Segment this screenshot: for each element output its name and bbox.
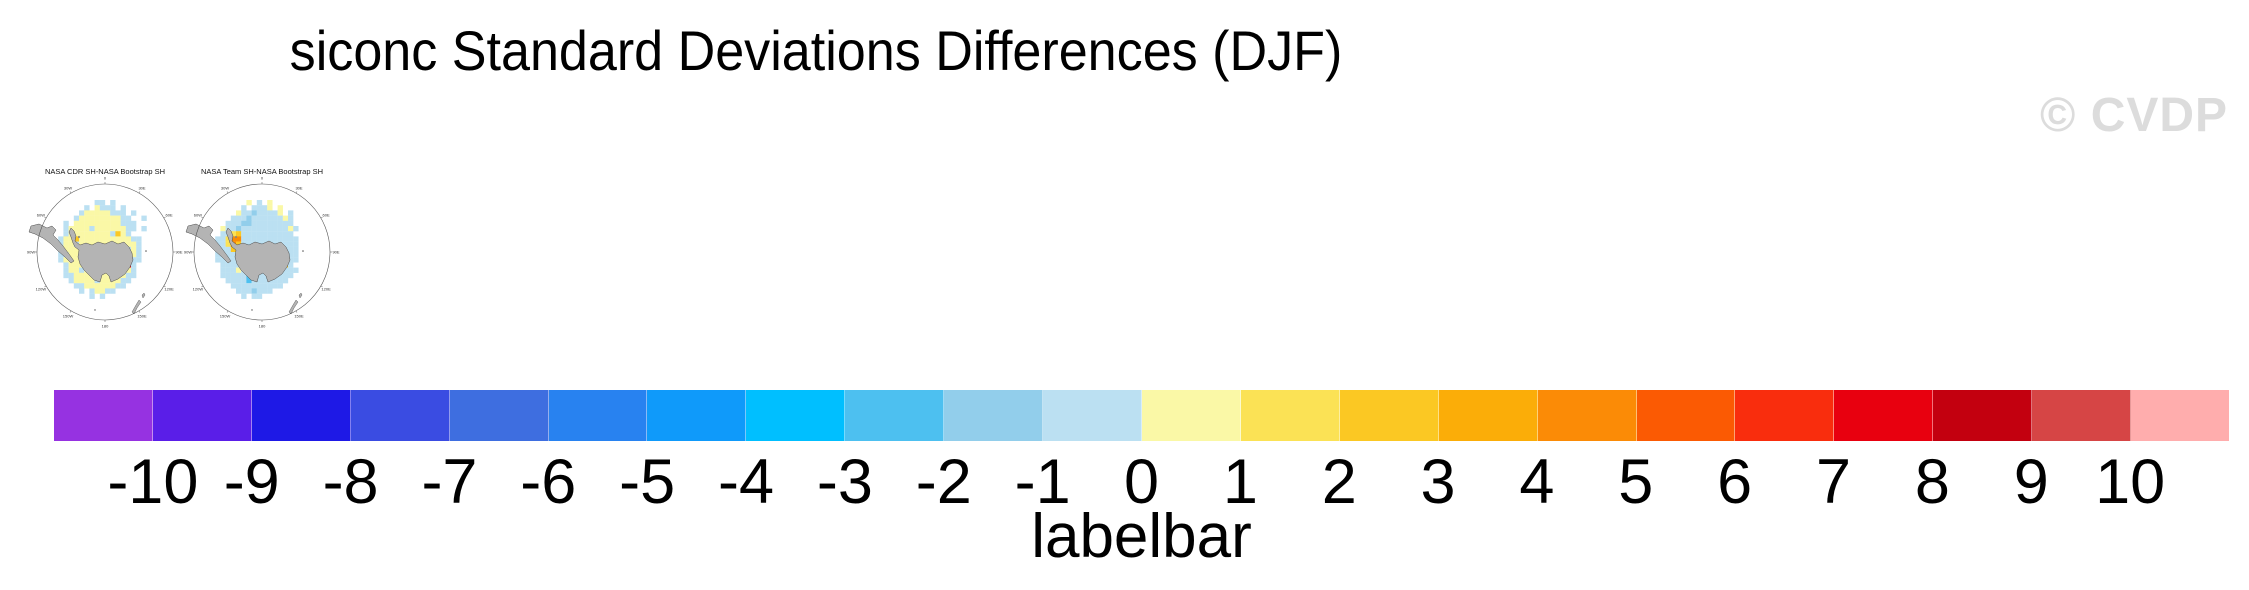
colorbar-tick-label: 8 (1914, 447, 1950, 517)
colorbar-tick-label: -2 (915, 447, 972, 517)
colorbar-segment (1735, 390, 1835, 441)
colorbar-segment (647, 390, 747, 441)
colorbar-tick-label: 4 (1519, 447, 1555, 517)
colorbar-segment (2032, 390, 2132, 441)
colorbar-tick-label: 10 (2095, 447, 2166, 517)
colorbar-segment (746, 390, 846, 441)
colorbar-tick-label: 9 (2013, 447, 2049, 517)
colorbar-tick-label: -10 (107, 447, 199, 517)
lon-label: 30W (221, 185, 229, 190)
colorbar-tick-label: 0 (1123, 447, 1160, 517)
colorbar-tick-label: 3 (1420, 447, 1456, 517)
lon-label: 150W (63, 314, 74, 319)
south-america-landmass (28, 223, 75, 264)
map-title: NASA Team SH-NASA Bootstrap SH (201, 167, 323, 176)
maps-panel: 0 30E 60E 90E 120E 150E 180 150W 120W 90W 60W 30W NA… (0, 0, 400, 340)
antarctica-landmass (68, 227, 134, 283)
map-title: NASA CDR SH-NASA Bootstrap SH (45, 167, 165, 176)
colorbar-segment (2131, 390, 2229, 441)
colorbar-segment (1339, 390, 1439, 441)
colorbar-segment (1537, 390, 1637, 441)
colorbar-segment (1043, 390, 1142, 441)
colorbar-segment (1240, 390, 1340, 441)
lon-label: 60W (194, 212, 202, 217)
colorbar-segment (944, 390, 1044, 441)
colorbar-segment (152, 390, 252, 441)
page-title: siconc Standard Deviations Differences (… (289, 19, 1343, 82)
lon-label: 30E (138, 185, 145, 190)
colorbar-tick-label: -1 (1014, 447, 1071, 517)
islands-landmass (131, 292, 146, 315)
lon-label: 0 (261, 175, 264, 180)
colorbar-segment (449, 390, 549, 441)
colorbar-tick-label: 6 (1717, 447, 1753, 517)
lon-label: 120E (164, 286, 174, 291)
lon-label: 150E (137, 314, 147, 319)
colorbar-tick-label: -8 (322, 447, 379, 517)
colorbar-segment (54, 390, 153, 441)
lon-label: 120W (36, 286, 47, 291)
colorbar-segment (1438, 390, 1538, 441)
colorbar-tick-label: -3 (816, 447, 873, 517)
colorbar-segment (1141, 390, 1241, 441)
colorbar-ticks: -10 -9 -8 -7 -6 -5 -4 -3 -2 -1 0 1 2 3 4 5 6 7 8 9 10 (54, 451, 2229, 514)
lon-label: 0 (104, 175, 107, 180)
difference-map: 0 30E 60E 90E 120E 150E 180 150W 120W 90W 60W 30W NA… (184, 167, 340, 328)
lon-label: 60W (37, 212, 45, 217)
colorbar-segment (548, 390, 648, 441)
lon-label: 120W (193, 286, 204, 291)
colorbar-segment (1834, 390, 1934, 441)
colorbar-segment (845, 390, 945, 441)
lon-label: 30E (295, 185, 302, 190)
colorbar-tick-label: 2 (1321, 447, 1357, 517)
lon-label: 60E (323, 212, 330, 217)
lon-label: 180 (102, 323, 109, 328)
lon-label: 90W (27, 249, 35, 254)
lon-label: 150W (220, 314, 231, 319)
colorbar-segment (1933, 390, 2033, 441)
lon-label: 30W (64, 185, 72, 190)
lon-label: 180 (259, 323, 266, 328)
lon-label: 90W (184, 249, 192, 254)
south-america-landmass (185, 223, 232, 264)
colorbar-tick-label: 7 (1816, 447, 1852, 517)
colorbar-tick-label: -7 (421, 447, 478, 517)
lon-label: 90E (332, 249, 339, 254)
colorbar-segment (350, 390, 450, 441)
difference-map: 0 30E 60E 90E 120E 150E 180 150W 120W 90W 60W 30W NA… (27, 167, 183, 328)
colorbar-segment (251, 390, 351, 441)
colorbar-caption: labelbar (1031, 502, 1252, 571)
colorbar-tick-label: -5 (619, 447, 676, 517)
colorbar-tick-label: 1 (1222, 447, 1258, 517)
islands-landmass (288, 292, 303, 315)
lon-label: 120E (321, 286, 331, 291)
lon-label: 150E (294, 314, 304, 319)
antarctica-landmass (225, 227, 291, 283)
colorbar-tick-label: 5 (1618, 447, 1654, 517)
colorbar-segment (1636, 390, 1736, 441)
colorbar-tick-label: -4 (718, 447, 775, 517)
colorbar-tick-label: -9 (223, 447, 280, 517)
lon-label: 90E (175, 249, 182, 254)
colorbar (54, 390, 2229, 441)
colorbar-tick-label: -6 (520, 447, 577, 517)
cvdp-watermark: © CVDP (2040, 89, 2229, 142)
lon-label: 60E (166, 212, 173, 217)
